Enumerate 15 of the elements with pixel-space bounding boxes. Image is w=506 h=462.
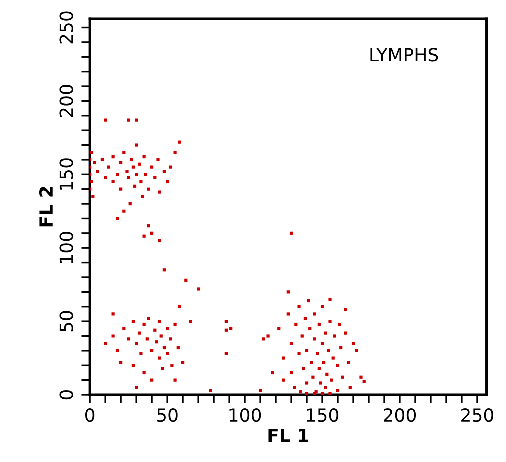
y-tick-label: 200 [60, 85, 74, 118]
y-tick-label: 250 [60, 12, 74, 44]
x-axis-title: FL 1 [268, 429, 309, 442]
x-tick-label: 150 [307, 408, 339, 422]
x-tick-label: 200 [384, 408, 416, 422]
x-tick-label: 250 [462, 408, 494, 422]
y-tick-label: 50 [60, 311, 74, 332]
x-tick-label: 100 [230, 408, 262, 422]
annotation: LYMPHS [370, 48, 438, 62]
x-tick-label: 50 [157, 408, 178, 422]
y-tick-label: 100 [60, 232, 74, 264]
y-axis-title: FL 2 [39, 187, 53, 227]
y-tick-label: 150 [60, 158, 74, 190]
x-tick-label: 0 [86, 408, 95, 422]
y-tick-label: 0 [60, 390, 74, 400]
